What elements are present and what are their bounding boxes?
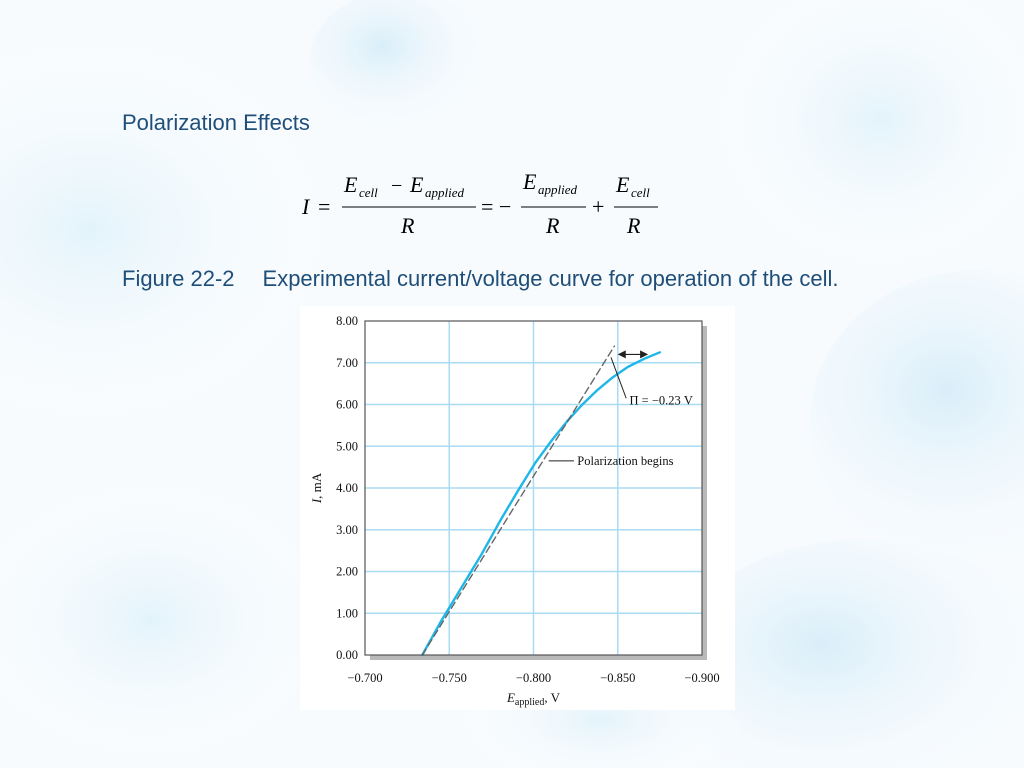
x-tick-label: −0.700 [347, 671, 382, 685]
y-tick-label: 4.00 [336, 481, 358, 495]
y-tick-label: 5.00 [336, 439, 358, 453]
formula-equals-minus: = − [481, 194, 511, 219]
pi-annotation: Π = −0.23 V [630, 394, 693, 408]
formula-num2-e: E [522, 169, 537, 194]
extrapolation-dashed-line [421, 345, 616, 656]
y-tick-label: 8.00 [336, 314, 358, 328]
tick-labels: −0.700 −0.750 −0.800 −0.850 −0.900 0.00 1.00 2.… [336, 314, 719, 685]
y-tick-label: 7.00 [336, 356, 358, 370]
figure-number: Figure 22-2 [122, 266, 235, 291]
x-tick-label: −0.800 [516, 671, 551, 685]
x-tick-label: −0.900 [684, 671, 719, 685]
figure-caption: Figure 22-2 Experimental current/voltage … [122, 264, 922, 293]
current-formula: I = E cell − E applied R = − E applied R… [301, 169, 658, 238]
formula-num1-e2: E [409, 172, 424, 197]
arrowhead-left [617, 350, 626, 359]
x-tick-label: −0.750 [432, 671, 467, 685]
arrowhead-right [640, 350, 649, 359]
formula-num2-e-sub: applied [538, 182, 577, 197]
grid-lines [365, 321, 702, 655]
x-tick-label: −0.850 [600, 671, 635, 685]
formula-num1-minus: − [391, 175, 402, 197]
formula-num1-e2-sub: applied [425, 185, 464, 200]
y-tick-label: 3.00 [336, 523, 358, 537]
formula-lhs: I [301, 194, 311, 219]
plot-frame [364, 320, 703, 656]
polarization-begins-label: Polarization begins [577, 454, 673, 468]
formula-num3-e: E [615, 172, 630, 197]
formula-num3-e-sub: cell [631, 185, 650, 200]
current-voltage-chart: −0.700 −0.750 −0.800 −0.850 −0.900 0.00 1.00 2.… [309, 314, 720, 708]
x-axis-label: Eapplied, V [506, 690, 561, 708]
pi-leader-line [610, 357, 627, 399]
formula-num1-e-sub: cell [359, 185, 378, 200]
formula-den2: R [545, 213, 560, 238]
series-layer [421, 345, 662, 657]
figure-caption-text: Experimental current/voltage curve for o… [262, 266, 839, 291]
plot-border [364, 320, 703, 656]
y-axis-label: I, mA [309, 472, 324, 504]
chart-panel: −0.700 −0.750 −0.800 −0.850 −0.900 0.00 1.00 2.… [300, 306, 735, 710]
measured-curve [421, 351, 662, 657]
y-tick-label: 6.00 [336, 398, 358, 412]
formula-equals: = [318, 194, 330, 219]
y-tick-label: 2.00 [336, 565, 358, 579]
annotations: Π = −0.23 V Polarization begins [548, 350, 693, 468]
y-tick-label: 1.00 [336, 606, 358, 620]
formula-num1-e: E [343, 172, 358, 197]
formula-den1: R [400, 213, 415, 238]
formula-plus: + [592, 194, 604, 219]
y-tick-label: 0.00 [336, 648, 358, 662]
slide-title: Polarization Effects [122, 110, 310, 135]
formula-den3: R [626, 213, 641, 238]
axis-labels: Eapplied, V I, mA [309, 472, 561, 708]
